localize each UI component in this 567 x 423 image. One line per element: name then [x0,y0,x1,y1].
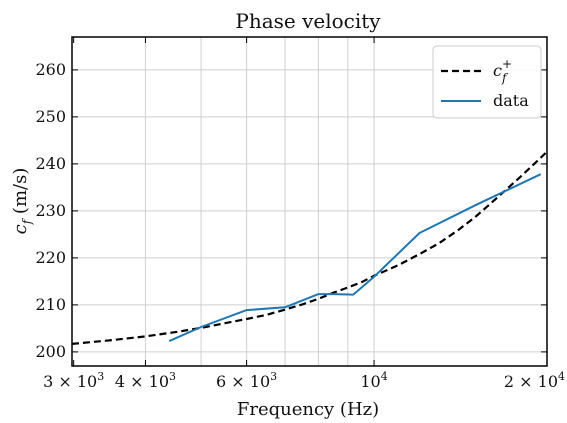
x-tick-label: 2 × 104 [504,370,565,391]
y-tick-label: 230 [35,201,66,220]
plot-frame [71,36,548,367]
x-tick-label: 3 × 103 [43,370,104,391]
legend-label-data: data [493,91,529,110]
y-tick-label: 220 [35,248,66,267]
y-axis-label: cf (m/s) [10,168,34,235]
axis-ticks: 200 210 220 230 240 250 260 3 × 103 4 × 103 6 × 1… [35,37,565,391]
legend: c+ f data [432,45,542,119]
series-line-data [168,173,542,343]
y-tick-label: 200 [35,342,66,361]
series-layer [71,150,548,345]
y-tick-label: 210 [35,295,66,314]
x-axis-label: Frequency (Hz) [237,399,379,420]
x-tick-label: 104 [360,370,387,391]
series-line-c_f_plus [71,150,548,345]
x-tick-label: 4 × 103 [115,370,176,391]
y-tick-label: 240 [35,154,66,173]
chart-title: Phase velocity [235,9,381,33]
y-tick-label: 260 [35,60,66,79]
y-tick-label: 250 [35,107,66,126]
x-tick-label: 6 × 103 [216,370,277,391]
legend-label-c_f_plus: c+ f [493,57,512,85]
